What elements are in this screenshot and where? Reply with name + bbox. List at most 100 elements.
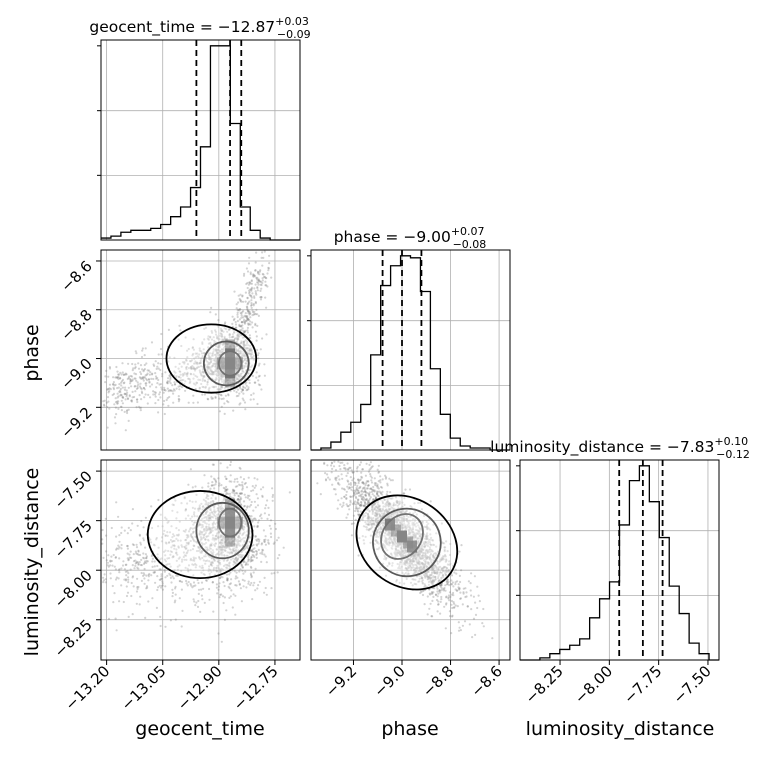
scatter-point-geocent_time-luminosity_distance (134, 550, 137, 553)
scatter-point-geocent_time-phase (115, 365, 118, 369)
scatter-point-phase-luminosity_distance (474, 601, 477, 604)
scatter-point-geocent_time-phase (121, 396, 124, 399)
scatter-point-geocent_time-phase (191, 346, 194, 349)
scatter-point-geocent_time-luminosity_distance (202, 587, 205, 590)
scatter-point-geocent_time-phase (194, 383, 197, 386)
scatter-point-geocent_time-luminosity_distance (154, 581, 157, 584)
scatter-point-geocent_time-phase (243, 344, 246, 347)
scatter-point-geocent_time-luminosity_distance (242, 585, 245, 588)
scatter-point-geocent_time-luminosity_distance (245, 486, 249, 489)
scatter-point-geocent_time-phase (256, 354, 260, 357)
scatter-point-geocent_time-phase (192, 348, 195, 351)
scatter-point-geocent_time-phase (124, 373, 127, 376)
scatter-point-geocent_time-phase (211, 364, 214, 368)
scatter-point-geocent_time-phase (154, 375, 158, 378)
scatter-point-geocent_time-luminosity_distance (115, 535, 118, 538)
scatter-point-geocent_time-phase (268, 254, 271, 257)
scatter-point-phase-luminosity_distance (481, 622, 484, 625)
scatter-point-geocent_time-luminosity_distance (258, 580, 261, 583)
scatter-point-geocent_time-luminosity_distance (132, 553, 135, 556)
scatter-point-geocent_time-phase (260, 283, 263, 287)
scatter-point-geocent_time-phase (215, 345, 218, 348)
scatter-point-geocent_time-luminosity_distance (136, 566, 139, 569)
scatter-point-phase-luminosity_distance (436, 587, 439, 590)
scatter-point-geocent_time-luminosity_distance (200, 581, 204, 584)
scatter-point-geocent_time-luminosity_distance (250, 489, 253, 493)
scatter-point-geocent_time-luminosity_distance (139, 563, 142, 567)
scatter-point-geocent_time-phase (178, 370, 181, 373)
scatter-point-geocent_time-phase (248, 289, 251, 292)
scatter-point-geocent_time-phase (236, 319, 239, 323)
scatter-point-geocent_time-phase (167, 360, 170, 363)
scatter-point-phase-luminosity_distance (357, 502, 360, 506)
scatter-point-geocent_time-phase (112, 376, 115, 379)
scatter-point-geocent_time-phase (127, 362, 130, 365)
scatter-point-geocent_time-phase (106, 396, 110, 399)
scatter-point-geocent_time-phase (200, 357, 203, 360)
scatter-point-geocent_time-luminosity_distance (164, 576, 167, 579)
scatter-point-geocent_time-phase (131, 396, 134, 399)
scatter-point-geocent_time-luminosity_distance (250, 500, 253, 504)
scatter-point-geocent_time-luminosity_distance (153, 560, 156, 563)
scatter-point-geocent_time-phase (144, 374, 147, 377)
scatter-point-geocent_time-luminosity_distance (102, 576, 105, 579)
scatter-point-geocent_time-phase (238, 323, 241, 326)
scatter-point-geocent_time-phase (190, 359, 194, 362)
scatter-point-geocent_time-phase (161, 372, 164, 376)
scatter-point-geocent_time-phase (146, 402, 149, 405)
scatter-point-geocent_time-phase (250, 299, 253, 302)
scatter-point-geocent_time-luminosity_distance (146, 586, 149, 589)
scatter-point-geocent_time-luminosity_distance (257, 548, 260, 552)
scatter-point-geocent_time-luminosity_distance (229, 582, 232, 585)
scatter-point-geocent_time-phase (238, 324, 241, 327)
scatter-point-geocent_time-phase (203, 327, 206, 330)
scatter-point-phase-luminosity_distance (458, 588, 461, 591)
scatter-point-geocent_time-luminosity_distance (253, 517, 256, 520)
scatter-point-geocent_time-phase (256, 276, 259, 279)
scatter-point-geocent_time-phase (228, 345, 232, 348)
scatter-point-geocent_time-phase (245, 347, 248, 350)
scatter-point-geocent_time-phase (120, 393, 123, 396)
scatter-point-geocent_time-luminosity_distance (159, 624, 162, 628)
scatter-point-geocent_time-phase (252, 398, 255, 401)
scatter-point-geocent_time-luminosity_distance (144, 553, 147, 556)
scatter-point-geocent_time-phase (206, 361, 209, 364)
scatter-point-geocent_time-phase (195, 381, 198, 384)
scatter-point-geocent_time-luminosity_distance (217, 632, 220, 635)
scatter-point-geocent_time-phase (121, 386, 124, 389)
scatter-point-geocent_time-phase (184, 389, 187, 392)
scatter-point-geocent_time-phase (263, 374, 266, 377)
scatter-point-geocent_time-luminosity_distance (145, 557, 148, 560)
scatter-point-geocent_time-phase (261, 264, 264, 267)
scatter-point-phase-luminosity_distance (331, 483, 334, 486)
scatter-point-geocent_time-luminosity_distance (241, 566, 244, 569)
scatter-point-geocent_time-phase (142, 376, 145, 379)
scatter-point-geocent_time-phase (259, 298, 263, 301)
scatter-point-phase-luminosity_distance (359, 510, 362, 513)
scatter-point-geocent_time-phase (257, 314, 260, 317)
scatter-point-geocent_time-phase (119, 387, 122, 390)
scatter-point-geocent_time-phase (220, 405, 223, 408)
scatter-point-geocent_time-luminosity_distance (118, 600, 121, 603)
scatter-point-phase-luminosity_distance (455, 572, 458, 575)
scatter-point-geocent_time-luminosity_distance (269, 519, 273, 522)
scatter-point-geocent_time-phase (147, 369, 151, 372)
scatter-point-phase-luminosity_distance (459, 580, 462, 584)
scatter-point-geocent_time-luminosity_distance (143, 577, 146, 580)
scatter-point-geocent_time-phase (116, 387, 119, 390)
scatter-point-geocent_time-phase (250, 306, 253, 309)
scatter-point-geocent_time-phase (246, 317, 249, 320)
scatter-point-geocent_time-phase (135, 379, 138, 382)
scatter-point-geocent_time-phase (210, 370, 213, 373)
scatter-point-geocent_time-luminosity_distance (142, 539, 145, 542)
scatter-point-phase-luminosity_distance (355, 503, 358, 506)
scatter-point-geocent_time-phase (248, 379, 251, 382)
scatter-point-geocent_time-luminosity_distance (230, 578, 233, 581)
scatter-point-geocent_time-phase (229, 382, 232, 385)
scatter-point-geocent_time-luminosity_distance (236, 576, 239, 579)
scatter-point-geocent_time-luminosity_distance (265, 561, 268, 564)
scatter-point-geocent_time-phase (143, 363, 146, 367)
scatter-point-geocent_time-luminosity_distance (239, 467, 242, 470)
scatter-point-geocent_time-phase (208, 358, 211, 361)
scatter-point-geocent_time-phase (209, 356, 212, 359)
